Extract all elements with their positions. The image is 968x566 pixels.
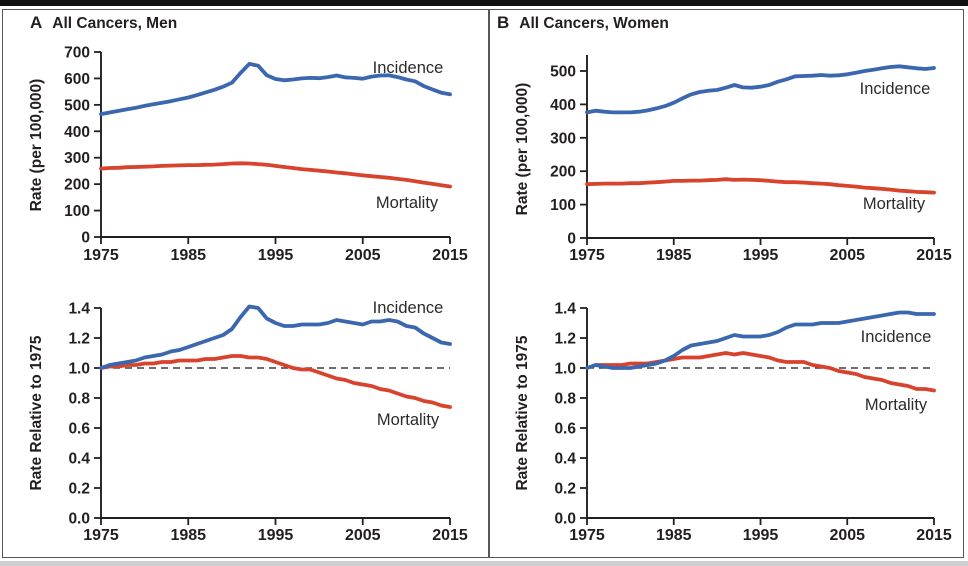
y-tick-label: 0.6: [68, 421, 90, 438]
mortality-label: Mortality: [376, 194, 439, 212]
chart-women-relative: 0.0 0.2 0.4 0.6 0.8 1.0 1.2 1.4 1975 1985 1995 2005…: [514, 301, 952, 545]
incidence-label: Incidence: [373, 299, 444, 317]
incidence-label: Incidence: [860, 80, 931, 98]
mortality-line: [585, 351, 936, 393]
y-tick-label: 0.2: [68, 481, 90, 498]
incidence-line: [99, 62, 452, 116]
y-tick-label: 500: [64, 97, 90, 114]
mortality-label: Mortality: [863, 195, 926, 213]
chart-men-relative: 0.0 0.2 0.4 0.6 0.8 1.0 1.2 1.4 1975 1985 1995 2005…: [28, 299, 468, 544]
y-tick-label: 0.8: [68, 391, 90, 408]
y-tick-label: 200: [550, 164, 576, 181]
x-tick-label: 1975: [569, 247, 605, 264]
panel-b-header: B All Cancers, Women: [497, 13, 669, 33]
y-axis-title: Rate (per 100,000): [28, 79, 45, 212]
y-tick-label: 600: [64, 71, 90, 88]
incidence-line: [99, 304, 452, 370]
panel-divider: [488, 9, 490, 558]
x-tick-label: 2015: [916, 527, 952, 544]
chart-women-rate: 0 100 200 300 400 500 1975 1985 1995 2005 2015 Rate…: [514, 55, 952, 264]
x-tick-label: 1975: [83, 247, 119, 264]
top-rule: [0, 0, 968, 6]
y-tick-label: 700: [64, 45, 90, 62]
y-tick-label: 1.4: [554, 301, 576, 318]
y-axis-title: Rate Relative to 1975: [28, 335, 45, 490]
x-tick-label: 1995: [743, 247, 779, 264]
y-tick-label: 300: [64, 150, 90, 167]
x-tick-label: 2005: [829, 527, 865, 544]
y-tick-label: 300: [550, 130, 576, 147]
x-tick-label: 2005: [345, 247, 381, 264]
y-tick-label: 0.4: [68, 451, 90, 468]
panel-a-header: A All Cancers, Men: [30, 13, 177, 33]
x-tick-label: 1985: [656, 247, 692, 264]
y-tick-label: 500: [550, 64, 576, 81]
incidence-line: [585, 64, 936, 115]
x-tick-label: 1995: [743, 527, 779, 544]
y-tick-label: 0.6: [554, 421, 576, 438]
x-tick-label: 1985: [170, 247, 206, 264]
x-tick-label: 2005: [345, 527, 381, 544]
x-tick-label: 1995: [258, 247, 294, 264]
x-tick-label: 2015: [432, 247, 468, 264]
bottom-rule: [0, 561, 968, 566]
mortality-line: [99, 161, 452, 189]
incidence-label: Incidence: [373, 59, 444, 77]
x-tick-label: 1975: [83, 527, 119, 544]
y-tick-label: 400: [550, 97, 576, 114]
x-tick-label: 1985: [656, 527, 692, 544]
panel-b-letter: B: [497, 13, 510, 32]
x-tick-label: 1985: [170, 527, 206, 544]
x-tick-label: 2015: [916, 247, 952, 264]
y-tick-label: 100: [64, 203, 90, 220]
chart-men-rate: 0 100 200 300 400 500 600 700 1975 1985 1995 2005 20…: [28, 45, 468, 265]
y-tick-label: 0.8: [554, 391, 576, 408]
panel-a-letter: A: [30, 13, 43, 32]
y-tick-label: 0.0: [554, 511, 576, 528]
x-tick-label: 1995: [258, 527, 294, 544]
y-tick-label: 1.0: [554, 361, 576, 378]
y-axis-title: Rate (per 100,000): [514, 83, 531, 216]
y-tick-label: 1.2: [554, 331, 576, 348]
incidence-label: Incidence: [861, 328, 932, 346]
figure-frame: [2, 9, 964, 558]
x-tick-label: 1975: [569, 527, 605, 544]
mortality-line: [99, 354, 452, 409]
panel-a-title-text: All Cancers, Men: [52, 15, 178, 32]
incidence-line: [585, 310, 936, 370]
y-tick-label: 0: [567, 231, 576, 248]
y-tick-label: 1.4: [68, 301, 90, 318]
y-tick-label: 400: [64, 124, 90, 141]
x-tick-label: 2015: [432, 527, 468, 544]
y-tick-label: 0.4: [554, 451, 576, 468]
y-tick-label: 1.2: [68, 331, 90, 348]
mortality-line: [585, 177, 936, 195]
y-axis-title: Rate Relative to 1975: [514, 335, 531, 490]
y-tick-label: 1.0: [68, 361, 90, 378]
mortality-label: Mortality: [865, 396, 928, 414]
y-tick-label: 0.2: [554, 481, 576, 498]
x-tick-label: 2005: [829, 247, 865, 264]
panel-b-title-text: All Cancers, Women: [519, 15, 669, 32]
y-tick-label: 0: [81, 230, 90, 247]
y-tick-label: 200: [64, 177, 90, 194]
y-tick-label: 0.0: [68, 511, 90, 528]
y-tick-label: 100: [550, 197, 576, 214]
mortality-label: Mortality: [377, 411, 440, 429]
